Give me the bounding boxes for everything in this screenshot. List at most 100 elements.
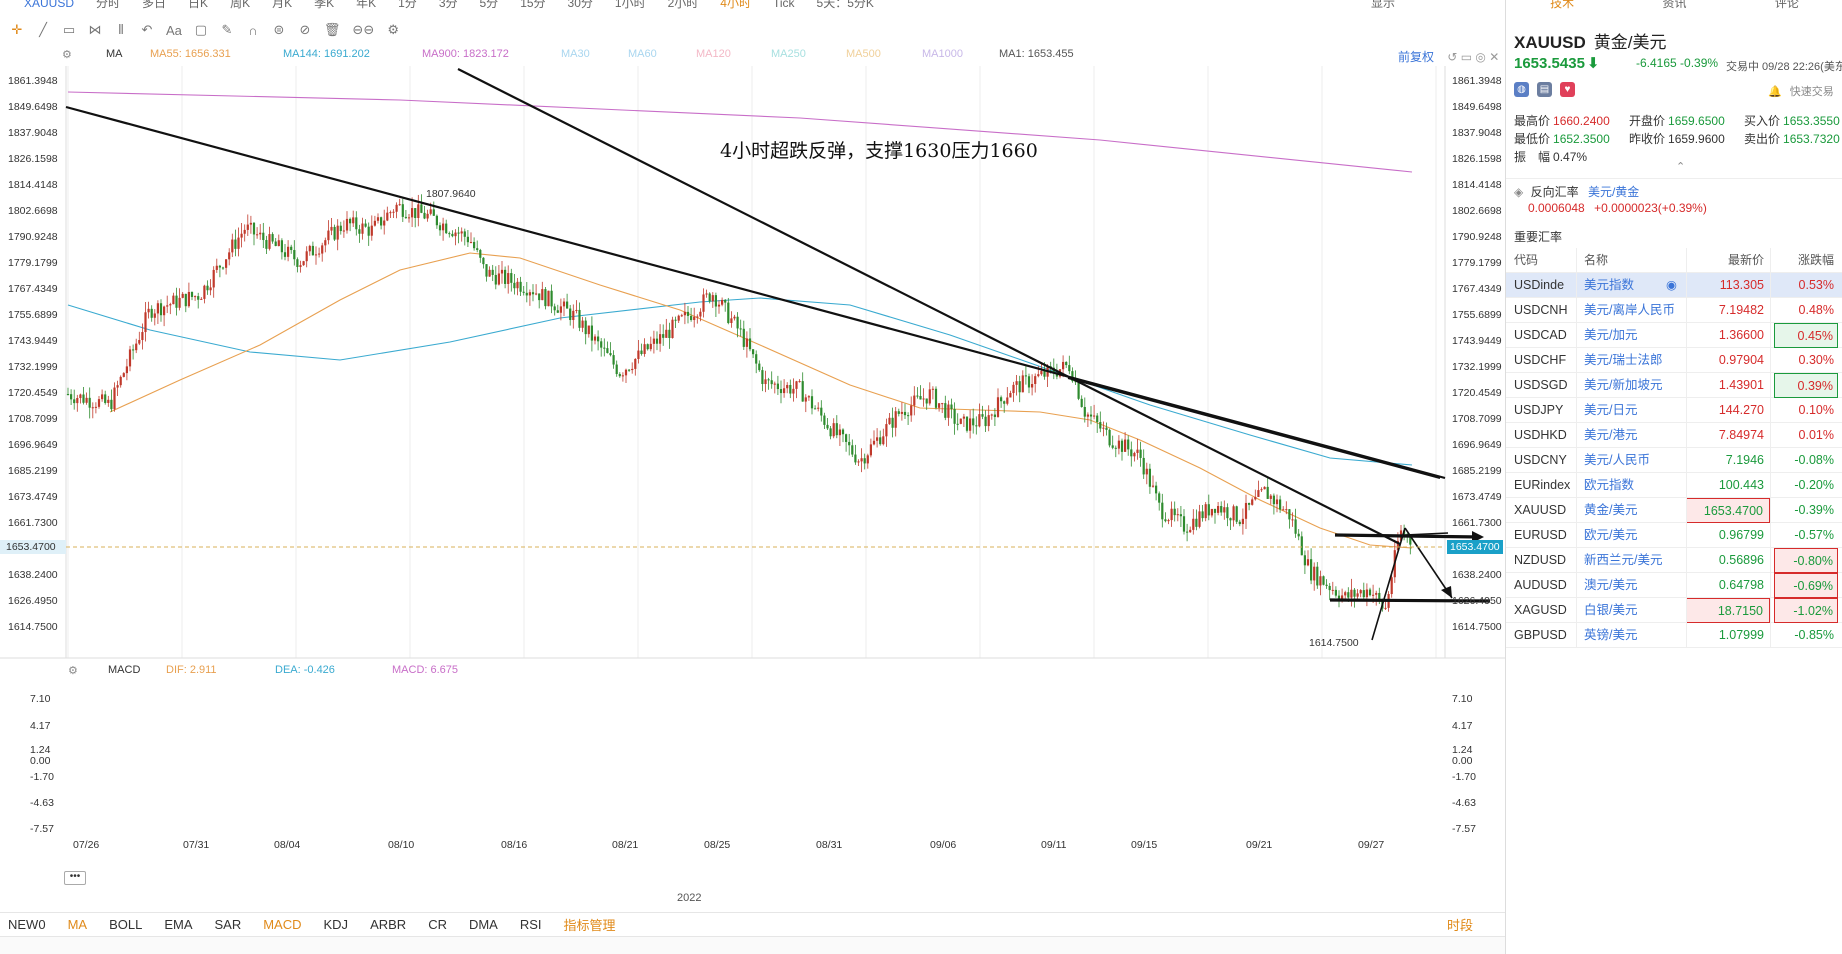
line-icon[interactable]: ╱ <box>39 22 47 37</box>
timeframe-6[interactable]: 年K <box>356 0 377 10</box>
candle-body <box>1093 415 1096 417</box>
rate-row[interactable]: EURindex 欧元指数 100.443 -0.20% <box>1506 473 1842 498</box>
heart-icon[interactable]: ♥ <box>1560 82 1575 97</box>
indicator-3[interactable]: EMA <box>164 917 193 932</box>
rate-row[interactable]: USDCHF 美元/瑞士法郎 0.97904 0.30% <box>1506 348 1842 373</box>
timeframe-15[interactable]: Tick <box>772 0 795 10</box>
candle-body <box>1089 414 1093 417</box>
quick-trade[interactable]: 🔔 快速交易 <box>1768 83 1834 99</box>
panel-tab-2[interactable]: 评论 <box>1774 0 1799 10</box>
document-icon[interactable]: ▤ <box>1537 82 1552 97</box>
timeframe-14[interactable]: 4小时 <box>720 0 751 10</box>
rate-row[interactable]: NZDUSD 新西兰元/美元 0.56896 -0.80% <box>1506 548 1842 573</box>
rate-row[interactable]: USDSGD 美元/新加坡元 1.43901 0.39% <box>1506 373 1842 398</box>
timeframe-3[interactable]: 周K <box>230 0 251 10</box>
indicator-10[interactable]: RSI <box>519 917 542 932</box>
gear-icon[interactable]: ⚙ <box>62 49 72 61</box>
eye-icon[interactable]: ◉ <box>1666 278 1677 292</box>
rate-row[interactable]: GBPUSD 英镑/美元 1.07999 -0.85% <box>1506 623 1842 648</box>
navigator-menu-button[interactable]: ••• <box>64 871 86 885</box>
candle-body <box>426 213 429 219</box>
timeframe-10[interactable]: 15分 <box>520 0 546 10</box>
rate-row[interactable]: AUDUSD 澳元/美元 0.64798 -0.69% <box>1506 573 1842 598</box>
timeframe-9[interactable]: 5分 <box>479 0 499 10</box>
timeframe-8[interactable]: 3分 <box>438 0 458 10</box>
comment-icon[interactable]: ▢ <box>194 22 208 37</box>
gear-icon[interactable]: ⚙ <box>387 22 400 37</box>
adjust-control[interactable]: 前复权 ↺ ▭ ◎ ✕ <box>1398 48 1499 65</box>
lock-icon[interactable]: ⊜ <box>273 22 285 37</box>
indicator-11[interactable]: 指标管理 <box>563 918 616 933</box>
panel-tab-0[interactable]: 技术 <box>1550 0 1575 10</box>
rate-row[interactable]: USDCAD 美元/加元 1.36600 0.45% <box>1506 323 1842 348</box>
candle-body <box>411 208 414 218</box>
adjust-label[interactable]: 前复权 <box>1398 50 1435 64</box>
indicator-5[interactable]: MACD <box>263 917 302 932</box>
indicator-2[interactable]: BOLL <box>109 917 143 932</box>
macd-name[interactable]: MACD <box>108 664 141 676</box>
panel-tab-1[interactable]: 资讯 <box>1662 0 1687 10</box>
globe-icon[interactable]: ◍ <box>1514 82 1529 97</box>
candle-body <box>860 458 863 462</box>
candle-body <box>634 358 637 369</box>
gear-icon[interactable]: ⚙ <box>68 665 78 677</box>
trash-icon[interactable]: 🗑 <box>323 22 341 37</box>
indicator-4[interactable]: SAR <box>214 917 242 932</box>
rect-icon[interactable]: ▭ <box>62 22 76 37</box>
channel-icon[interactable]: ⫴ <box>118 22 124 37</box>
rate-row[interactable]: USDJPY 美元/日元 144.270 0.10% <box>1506 398 1842 423</box>
erase-icon[interactable]: ⊘ <box>299 22 311 37</box>
price-chart[interactable] <box>0 60 1505 660</box>
timeframe-16[interactable]: 5天：5分K <box>816 0 874 10</box>
rate-row[interactable]: USDCNY 美元/人民币 7.1946 -0.08% <box>1506 448 1842 473</box>
collapse-icon[interactable]: ⌃ <box>1676 161 1686 173</box>
timeframe-7[interactable]: 1分 <box>398 0 417 10</box>
timeframe-0[interactable]: 分时 <box>96 0 121 10</box>
candle-body <box>792 388 795 394</box>
timeframe-5[interactable]: 季K <box>314 0 335 10</box>
timeframe-12[interactable]: 1小时 <box>614 0 646 10</box>
session-button[interactable]: 时段 <box>1446 918 1473 933</box>
rate-row[interactable]: XAUUSD 黄金/美元 1653.4700 -0.39% <box>1506 498 1842 523</box>
candle-body <box>758 363 761 371</box>
candle-body <box>79 394 82 399</box>
pen-icon[interactable]: ✎ <box>221 22 233 37</box>
rate-row[interactable]: XAGUSD 白银/美元 18.7150 -1.02% <box>1506 598 1842 623</box>
text-tool[interactable]: Aa <box>166 22 182 38</box>
link-icon[interactable]: ⊖⊖ <box>352 22 375 37</box>
reset-icon[interactable]: ↺ ▭ ◎ ✕ <box>1447 50 1500 64</box>
display-menu[interactable]: 显示 <box>1370 0 1395 10</box>
indicator-6[interactable]: KDJ <box>323 917 349 932</box>
ma-name[interactable]: MA <box>106 48 123 60</box>
rate-row[interactable]: EURUSD 欧元/美元 0.96799 -0.57% <box>1506 523 1842 548</box>
undo-icon[interactable]: ↶ <box>141 22 153 37</box>
macd-tick: 1.24 <box>30 744 51 756</box>
reverse-pair[interactable]: 美元/黄金 <box>1587 185 1640 199</box>
bell-icon[interactable]: 🔔 <box>1768 86 1782 98</box>
timeframe-4[interactable]: 月K <box>272 0 293 10</box>
magnet-icon[interactable]: ∩ <box>248 22 258 38</box>
timeframe-2[interactable]: 日K <box>188 0 209 10</box>
macd-tick: 4.17 <box>30 720 51 732</box>
indicator-1[interactable]: MA <box>67 917 88 932</box>
indicator-9[interactable]: DMA <box>468 917 498 932</box>
candle-body <box>262 232 265 241</box>
indicator-7[interactable]: ARBR <box>370 917 407 932</box>
rate-row[interactable]: USDinde 美元指数 113.305 0.53% ◉ <box>1506 273 1842 298</box>
chart-annotation[interactable]: 4小时超跌反弹，支撑1630压力1660 <box>720 140 1038 162</box>
symbol-label[interactable]: XAUUSD <box>24 0 75 10</box>
date-tick: 09/15 <box>1131 839 1158 851</box>
rate-row[interactable]: USDHKD 美元/港元 7.84974 0.01% <box>1506 423 1842 448</box>
candle-body <box>721 299 724 305</box>
rate-row[interactable]: USDCNH 美元/离岸人民币 7.19482 0.48% <box>1506 298 1842 323</box>
rates-header-3[interactable]: 涨跌幅 <box>1797 253 1834 267</box>
rate-code: USDHKD <box>1514 428 1567 442</box>
fib-icon[interactable]: ⋈ <box>88 22 102 37</box>
crosshair-icon[interactable]: ✛ <box>11 22 23 37</box>
timeframe-13[interactable]: 2小时 <box>667 0 699 10</box>
indicator-8[interactable]: CR <box>428 917 447 932</box>
timeframe-11[interactable]: 30分 <box>567 0 593 10</box>
quick-trade-label[interactable]: 快速交易 <box>1789 86 1834 98</box>
indicator-0[interactable]: NEW0 <box>8 917 46 932</box>
timeframe-1[interactable]: 多日 <box>142 0 167 10</box>
